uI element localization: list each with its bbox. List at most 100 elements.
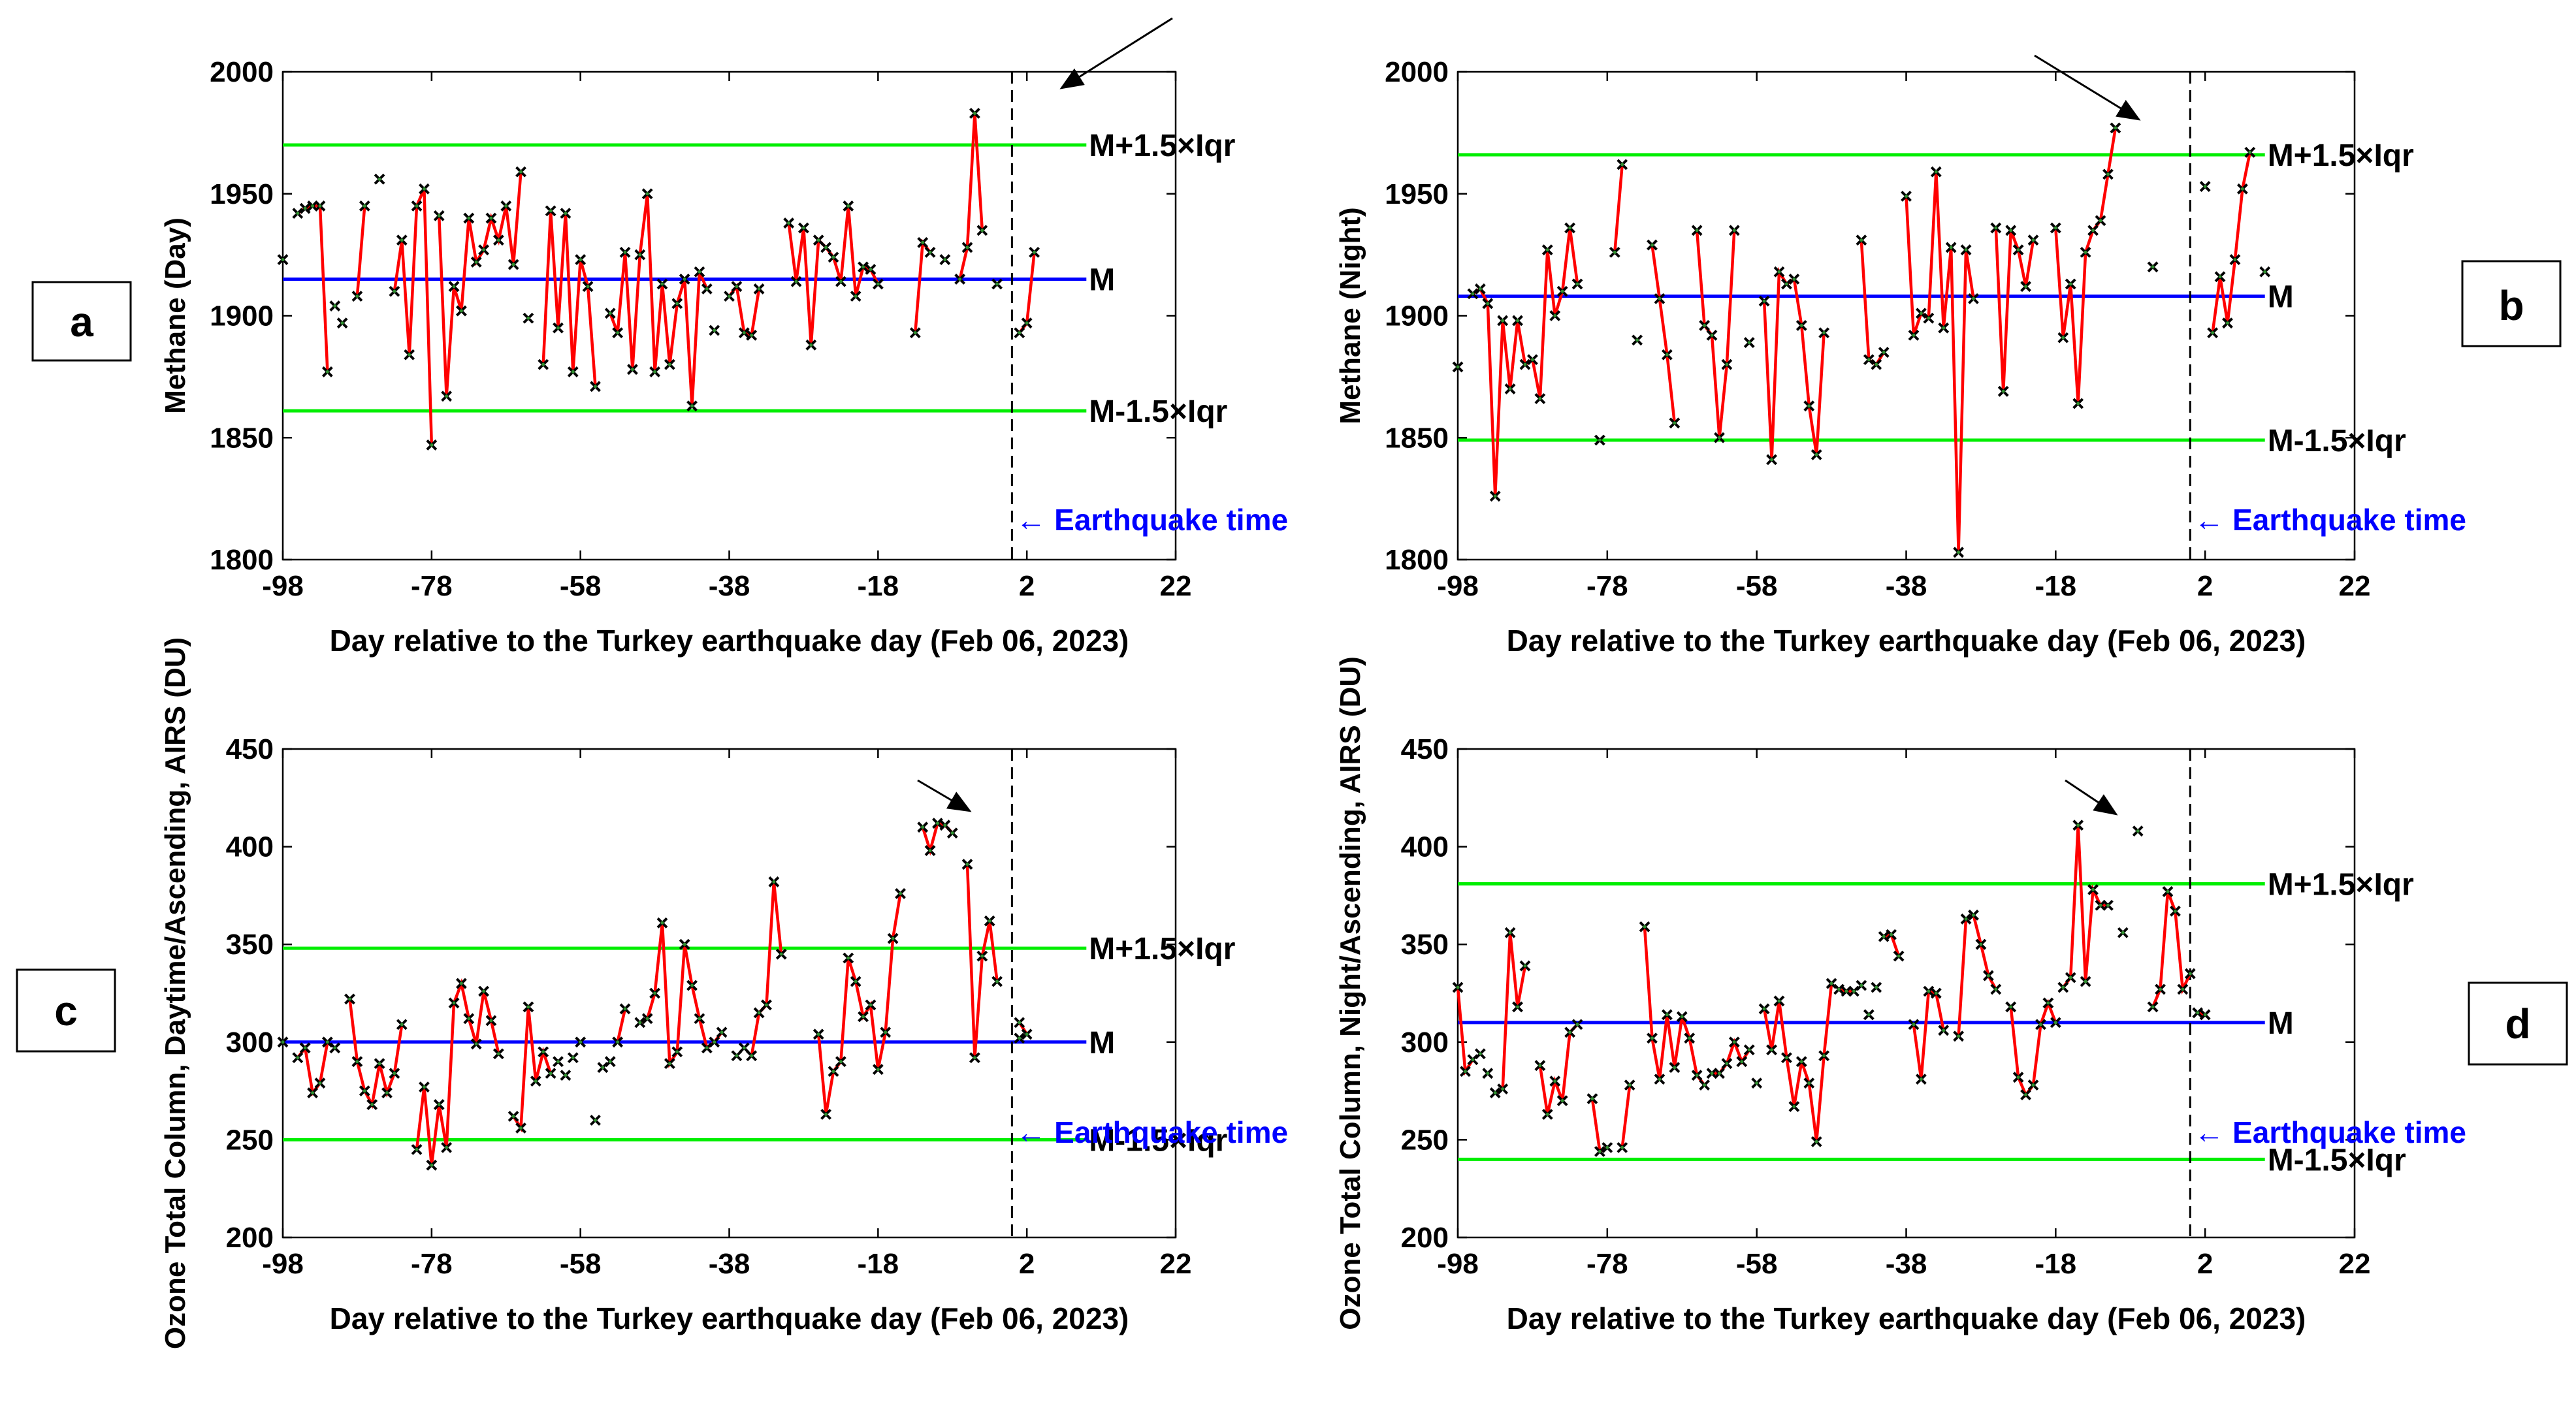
data-point [441, 390, 453, 402]
x-tick-label: -78 [411, 1248, 453, 1280]
x-axis-label: Day relative to the Turkey earthquake da… [1507, 1301, 2306, 1335]
data-point [411, 200, 423, 212]
data-point [895, 887, 906, 899]
data-point [1953, 1030, 1965, 1042]
data-point [880, 1027, 892, 1038]
data-point [1564, 1027, 1576, 1038]
data-point [731, 281, 743, 293]
data-point [1632, 334, 1643, 346]
x-tick-label: -78 [411, 570, 453, 602]
data-point [2050, 222, 2061, 234]
y-tick-label: 300 [226, 1027, 274, 1059]
data-point [709, 325, 720, 336]
data-point [761, 999, 772, 1011]
data-point [709, 1036, 720, 1048]
x-tick-label: -58 [1736, 570, 1778, 602]
data-point [746, 329, 758, 341]
data-point [858, 1011, 869, 1023]
data-point [1714, 432, 1725, 443]
data-point [626, 364, 638, 375]
data-point [2080, 246, 2091, 258]
data-point [946, 827, 958, 839]
data-point [649, 366, 660, 377]
data-point [277, 254, 289, 266]
data-point [961, 242, 973, 253]
data-point [492, 1048, 504, 1060]
data-point [850, 976, 861, 987]
data-point [858, 261, 869, 273]
data-point [2192, 1007, 2204, 1019]
data-point [1684, 1032, 1696, 1044]
earthquake-label: ← Earthquake time [1016, 503, 1288, 537]
data-point [924, 246, 936, 258]
data-point [909, 327, 921, 339]
data-point [1721, 1058, 1733, 1070]
data-point [1811, 449, 1822, 460]
data-point [351, 1056, 363, 1068]
data-point [1624, 1079, 1635, 1091]
data-point [1871, 358, 1882, 370]
y-tick-label: 1800 [210, 544, 274, 576]
data-point [1788, 274, 1800, 285]
data-point [1923, 985, 1935, 997]
data-point [969, 1052, 980, 1064]
data-point [1795, 320, 1807, 331]
data-point [1021, 1028, 1033, 1040]
x-tick-label: 22 [2339, 570, 2371, 602]
y-tick-label: 350 [1401, 929, 1449, 961]
data-point [1467, 288, 1479, 300]
data-point [604, 308, 616, 319]
data-point [1519, 358, 1531, 370]
y-tick-label: 250 [226, 1124, 274, 1156]
y-tick-label: 450 [1401, 733, 1449, 765]
data-point [612, 327, 624, 339]
series-line [437, 171, 523, 396]
data-point [775, 948, 787, 960]
data-point [485, 1015, 497, 1027]
x-axis-label: Day relative to the Turkey earthquake da… [330, 1301, 1129, 1335]
data-point [2259, 266, 2271, 278]
series-line [355, 206, 366, 296]
panel-letter-a-box: a [31, 281, 132, 362]
x-tick-label: -58 [1736, 1248, 1778, 1280]
data-point [419, 183, 430, 195]
data-point [1519, 960, 1531, 972]
data-point [553, 1056, 564, 1068]
data-point [604, 1056, 616, 1068]
data-point [820, 1109, 832, 1120]
data-point [455, 305, 467, 317]
data-point [344, 993, 355, 1005]
data-point [590, 381, 601, 392]
data-point [389, 285, 400, 297]
panel-letter-c-box: c [16, 968, 116, 1053]
data-point [1856, 234, 1867, 246]
data-point [1803, 1077, 1815, 1089]
data-point [872, 278, 884, 290]
data-point [738, 1042, 750, 1054]
data-point [307, 1087, 318, 1099]
data-point [478, 244, 489, 256]
panel-d: -98 -78 -58 -38 -18 2 22200250300350400450Day … [1334, 656, 2466, 1335]
series-line [1650, 244, 1677, 424]
data-point [1497, 1083, 1509, 1095]
data-point [2035, 1019, 2046, 1030]
data-point [299, 1042, 311, 1054]
data-point [917, 237, 929, 248]
data-point [359, 1085, 370, 1097]
panel-a: -98 -78 -58 -38 -18 2 2218001850190019502000Da… [159, 17, 1288, 658]
data-point [553, 322, 564, 334]
data-point [2162, 886, 2174, 897]
data-point [463, 1013, 475, 1025]
data-point [1594, 434, 1605, 446]
data-point [1676, 1011, 1688, 1023]
data-point [389, 1068, 400, 1079]
data-point [2110, 122, 2121, 134]
data-point [738, 327, 750, 339]
data-point [515, 1123, 526, 1134]
data-point [1766, 1044, 1777, 1056]
data-point [753, 283, 765, 295]
data-point [1803, 400, 1815, 412]
x-tick-label: -18 [2035, 1248, 2077, 1280]
data-point [2012, 244, 2024, 256]
